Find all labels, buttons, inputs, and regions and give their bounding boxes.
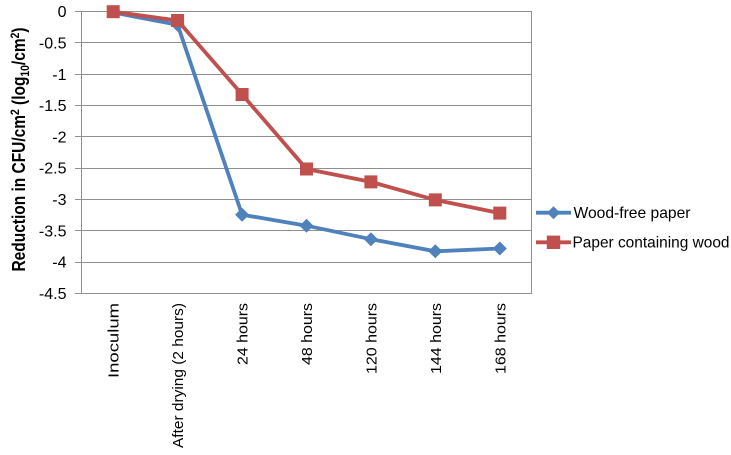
svg-text:120 hours: 120 hours [363, 303, 380, 374]
svg-text:-3.5: -3.5 [39, 223, 67, 240]
svg-text:-0.5: -0.5 [39, 36, 67, 53]
svg-text:-4.5: -4.5 [39, 286, 67, 303]
svg-text:144 hours: 144 hours [428, 303, 445, 374]
svg-text:24 hours: 24 hours [235, 303, 252, 365]
svg-text:-1: -1 [52, 67, 66, 84]
svg-text:-2.5: -2.5 [39, 161, 67, 178]
svg-text:-1.5: -1.5 [39, 98, 67, 115]
svg-text:-3: -3 [52, 192, 66, 209]
svg-text:Reduction in CFU/cm2 (log10/cm: Reduction in CFU/cm2 (log10/cm2) [8, 28, 32, 272]
svg-text:48 hours: 48 hours [299, 303, 316, 365]
svg-text:168 hours: 168 hours [492, 303, 509, 374]
svg-text:-4: -4 [52, 255, 66, 272]
svg-text:After drying (2 hours): After drying (2 hours) [170, 303, 187, 448]
svg-text:-2: -2 [52, 129, 66, 146]
svg-text:Wood-free paper: Wood-free paper [574, 205, 692, 222]
svg-text:Inoculum: Inoculum [106, 303, 123, 378]
svg-text:0: 0 [58, 4, 67, 21]
svg-text:Paper containing wood: Paper containing wood [573, 234, 730, 251]
